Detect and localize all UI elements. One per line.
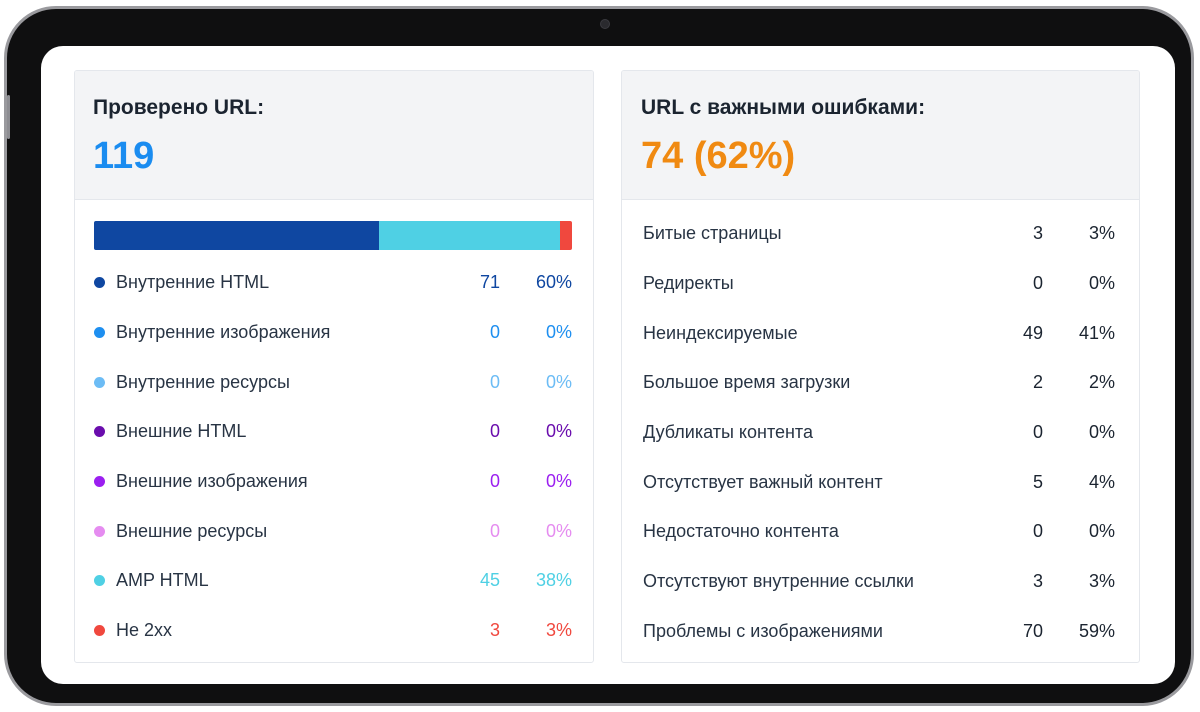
legend-dot-icon <box>94 277 105 289</box>
row-label: Редиректы <box>643 273 734 294</box>
row-count: 0 <box>1032 273 1043 294</box>
list-item[interactable]: Неиндексируемые 49 41% <box>643 308 1115 358</box>
row-count: 0 <box>489 471 500 492</box>
row-label: Не 2xx <box>116 620 173 641</box>
row-count: 3 <box>1032 223 1043 244</box>
row-percent: 0% <box>545 322 572 343</box>
row-percent: 3% <box>1088 223 1115 244</box>
important-errors-header: URL с важными ошибками: 74 (62%) <box>622 71 1139 200</box>
legend-dot-icon <box>94 525 105 537</box>
row-label: Проблемы с изображениями <box>643 620 883 641</box>
bar-segment-non-2xx <box>560 221 572 250</box>
row-label: Внешние изображения <box>116 471 308 492</box>
list-item[interactable]: Внутренние изображения 0 0% <box>94 308 572 358</box>
list-item[interactable]: Дубликаты контента 0 0% <box>643 408 1115 458</box>
crawled-urls-count: 119 <box>93 135 155 177</box>
crawled-urls-panel: Проверено URL: 119 Внутренние HTML 71 60… <box>74 70 594 663</box>
row-percent: 3% <box>545 620 572 641</box>
legend-dot-icon <box>94 476 105 488</box>
list-item[interactable]: Отсутствуют внутренние ссылки 3 3% <box>643 557 1115 607</box>
side-button <box>7 95 10 139</box>
row-count: 3 <box>489 620 500 641</box>
row-count: 0 <box>489 421 500 442</box>
row-label: Внутренние ресурсы <box>116 371 290 392</box>
row-percent: 60% <box>535 272 572 293</box>
row-count: 0 <box>1032 422 1043 443</box>
row-label: Битые страницы <box>643 223 782 244</box>
camera-icon <box>600 19 610 29</box>
row-label: Неиндексируемые <box>643 322 798 343</box>
row-label: Внутренние изображения <box>116 322 331 343</box>
row-label: AMP HTML <box>116 570 209 591</box>
row-count: 71 <box>479 272 500 293</box>
row-percent: 41% <box>1078 322 1115 343</box>
row-label: Недостаточно контента <box>643 521 839 542</box>
crawled-urls-header: Проверено URL: 119 <box>75 71 593 200</box>
list-item[interactable]: Недостаточно контента 0 0% <box>643 507 1115 557</box>
list-item[interactable]: Внешние изображения 0 0% <box>94 457 572 507</box>
row-count: 2 <box>1032 372 1043 393</box>
list-item[interactable]: Внутренние HTML 71 60% <box>94 258 572 308</box>
crawled-urls-title: Проверено URL: <box>93 96 265 119</box>
row-percent: 0% <box>1088 422 1115 443</box>
row-label: Внешние HTML <box>116 421 247 442</box>
list-item[interactable]: Отсутствует важный контент 5 4% <box>643 457 1115 507</box>
row-count: 0 <box>489 322 500 343</box>
important-errors-count: 74 (62%) <box>641 135 796 177</box>
row-percent: 59% <box>1078 620 1115 641</box>
list-item[interactable]: Большое время загрузки 2 2% <box>643 358 1115 408</box>
row-count: 0 <box>1032 521 1043 542</box>
row-percent: 3% <box>1088 571 1115 592</box>
row-count: 0 <box>489 371 500 392</box>
bar-segment-internal-html <box>94 221 380 250</box>
row-percent: 2% <box>1088 372 1115 393</box>
list-item[interactable]: AMP HTML 45 38% <box>94 556 572 606</box>
list-item[interactable]: Внешние ресурсы 0 0% <box>94 506 572 556</box>
row-label: Отсутствует важный контент <box>643 471 883 492</box>
url-type-list: Внутренние HTML 71 60% Внутренние изобра… <box>94 258 572 656</box>
list-item[interactable]: Внутренние ресурсы 0 0% <box>94 357 572 407</box>
row-percent: 4% <box>1088 471 1115 492</box>
list-item[interactable]: Не 2xx 3 3% <box>94 606 572 656</box>
important-errors-title: URL с важными ошибками: <box>641 96 926 119</box>
row-count: 5 <box>1032 471 1043 492</box>
row-label: Большое время загрузки <box>643 372 851 393</box>
row-percent: 0% <box>545 471 572 492</box>
row-percent: 0% <box>545 371 572 392</box>
list-item[interactable]: Проблемы с изображениями 70 59% <box>643 607 1115 657</box>
legend-dot-icon <box>94 575 105 587</box>
screen: Проверено URL: 119 Внутренние HTML 71 60… <box>41 46 1175 684</box>
row-percent: 38% <box>535 570 572 591</box>
row-label: Внешние ресурсы <box>116 520 268 541</box>
error-type-list: Битые страницы 3 3% Редиректы 0 0% Неинд… <box>643 209 1115 656</box>
list-item[interactable]: Редиректы 0 0% <box>643 259 1115 309</box>
row-label: Дубликаты контента <box>643 422 813 443</box>
tablet-frame: Проверено URL: 119 Внутренние HTML 71 60… <box>4 6 1194 706</box>
important-errors-panel: URL с важными ошибками: 74 (62%) Битые с… <box>621 70 1140 663</box>
legend-dot-icon <box>94 426 105 438</box>
list-item[interactable]: Внешние HTML 0 0% <box>94 407 572 457</box>
row-percent: 0% <box>545 421 572 442</box>
row-count: 49 <box>1022 322 1043 343</box>
row-count: 3 <box>1032 571 1043 592</box>
row-count: 45 <box>479 570 500 591</box>
row-percent: 0% <box>545 520 572 541</box>
row-percent: 0% <box>1088 521 1115 542</box>
legend-dot-icon <box>94 376 105 388</box>
row-label: Отсутствуют внутренние ссылки <box>643 571 914 592</box>
row-label: Внутренние HTML <box>116 272 270 293</box>
bar-segment-amp-html <box>379 221 561 250</box>
row-count: 0 <box>489 520 500 541</box>
row-count: 70 <box>1022 620 1043 641</box>
row-percent: 0% <box>1088 273 1115 294</box>
url-type-distribution-bar <box>94 221 572 250</box>
legend-dot-icon <box>94 625 105 637</box>
legend-dot-icon <box>94 327 105 339</box>
list-item[interactable]: Битые страницы 3 3% <box>643 209 1115 259</box>
